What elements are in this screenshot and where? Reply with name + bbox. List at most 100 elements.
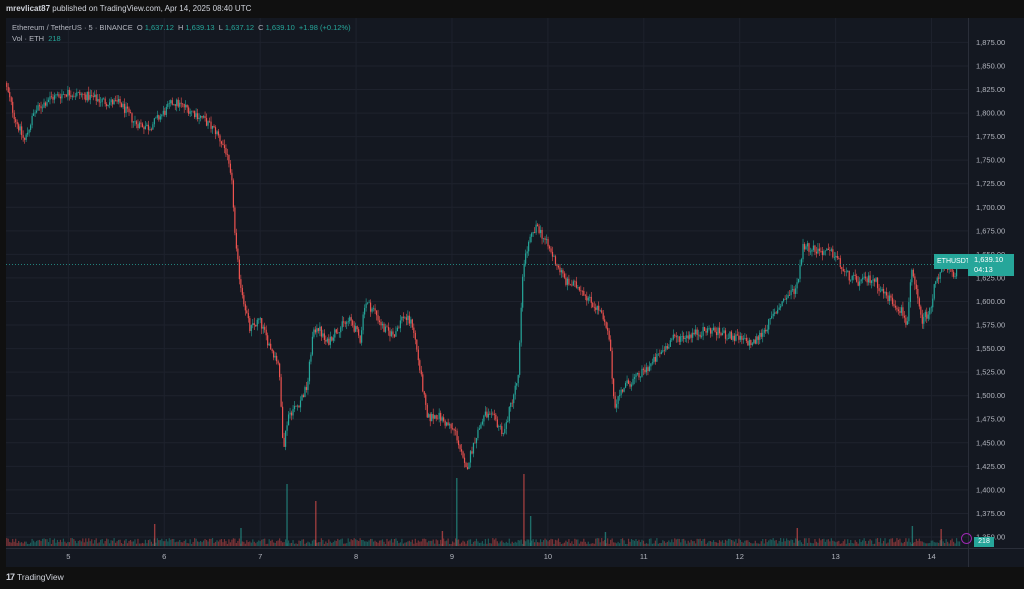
volume-bar <box>443 538 445 546</box>
volume-bar <box>574 538 576 546</box>
candle-body <box>569 284 571 286</box>
volume-bar <box>213 543 215 546</box>
candle-body <box>234 207 236 233</box>
volume-bar <box>91 539 93 546</box>
candle-body <box>847 270 849 272</box>
volume-bar <box>432 539 434 546</box>
volume-bar <box>726 540 728 546</box>
volume-bar <box>531 540 533 546</box>
volume-bar <box>930 540 932 546</box>
candle-body <box>64 93 66 95</box>
volume-bar <box>848 543 850 546</box>
volume-bar <box>744 540 746 546</box>
volume-bar <box>162 541 164 546</box>
candle-body <box>372 308 375 309</box>
candle-body <box>347 321 349 323</box>
candle-body <box>67 89 69 97</box>
candle-body <box>208 121 211 122</box>
volume-bar <box>258 540 260 546</box>
volume-bar <box>361 539 363 546</box>
y-tick-label: 1,375.00 <box>976 509 1005 518</box>
volume-bar <box>31 538 33 546</box>
volume-bar <box>349 541 351 546</box>
candle-body <box>413 327 415 334</box>
volume-bar <box>346 543 348 546</box>
candle-body <box>171 100 173 105</box>
volume-bar <box>241 541 243 546</box>
volume-bar <box>411 539 413 546</box>
volume-bar <box>243 541 245 546</box>
volume-bar <box>183 540 185 546</box>
volume-bar <box>191 543 193 546</box>
volume-bar <box>572 543 574 546</box>
candle-body <box>328 338 330 345</box>
volume-bar <box>484 539 487 546</box>
volume-bar <box>565 540 567 546</box>
volume-bar <box>472 541 475 546</box>
volume-bar <box>207 541 209 546</box>
volume-bar <box>768 540 770 546</box>
candle-body <box>414 333 416 340</box>
volume-bar <box>589 543 591 546</box>
volume-bar <box>917 540 919 546</box>
publisher-name[interactable]: mrevlicat87 <box>6 4 51 13</box>
volume-bar <box>201 542 203 546</box>
candle-body <box>453 428 455 431</box>
candle-body <box>954 276 956 277</box>
candle-body <box>469 451 472 463</box>
volume-bar <box>939 540 941 546</box>
candle-body <box>126 106 129 109</box>
candle-body <box>250 325 252 332</box>
volume-bar <box>754 540 756 546</box>
candle-body <box>535 224 537 233</box>
volume-bar <box>246 540 248 546</box>
indicator-icon[interactable] <box>961 533 972 544</box>
volume-bar <box>845 543 847 546</box>
volume-bar <box>745 540 747 546</box>
candle-body <box>18 124 20 131</box>
volume-bar <box>635 539 637 546</box>
volume-bar <box>293 543 296 546</box>
candle-body <box>465 462 467 468</box>
volume-bar <box>6 538 8 546</box>
volume-bar <box>499 541 501 546</box>
candle-body <box>305 387 308 390</box>
volume-bar <box>237 541 239 546</box>
candle-body <box>663 350 665 351</box>
volume-bar <box>194 538 196 546</box>
volume-bar <box>147 540 150 546</box>
candle-body <box>74 95 76 97</box>
candle-body <box>708 328 710 329</box>
volume-bar <box>417 540 419 546</box>
candle-body <box>91 95 93 96</box>
candle-body <box>832 249 834 258</box>
volume-bar <box>560 543 563 546</box>
volume-bar <box>58 542 60 546</box>
volume-bar <box>906 541 908 546</box>
volume-bar <box>636 541 639 546</box>
volume-bar <box>616 543 618 546</box>
legend-symbol[interactable]: Ethereum / TetherUS · 5 · BINANCE <box>12 23 133 32</box>
volume-bar <box>434 543 436 546</box>
volume-bar <box>389 540 391 546</box>
time-axis[interactable] <box>6 548 968 567</box>
candle-body <box>502 433 504 434</box>
volume-bar <box>384 543 387 546</box>
legend-volume-label[interactable]: Vol · ETH <box>12 34 45 43</box>
volume-bar <box>317 542 319 546</box>
volume-bar <box>520 539 522 546</box>
volume-bar <box>292 540 294 546</box>
volume-bar <box>143 543 145 546</box>
price-axis[interactable] <box>968 18 1024 548</box>
volume-bar <box>760 541 762 546</box>
candle-body <box>13 112 15 120</box>
candle-body <box>31 115 33 126</box>
candle-body <box>495 414 497 420</box>
candle-body <box>356 326 358 330</box>
candle-body <box>701 335 703 337</box>
volume-bar <box>951 538 953 546</box>
volume-bar <box>119 539 121 546</box>
candle-body <box>310 354 312 362</box>
volume-bar <box>879 538 882 546</box>
candle-body <box>338 332 340 333</box>
